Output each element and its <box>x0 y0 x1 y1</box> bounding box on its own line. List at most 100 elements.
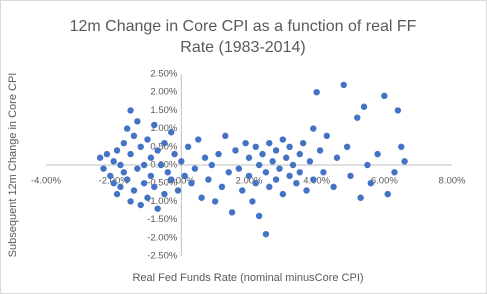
point <box>391 169 398 176</box>
y-tick-label: -1.50% <box>147 214 178 225</box>
point <box>381 92 388 100</box>
point <box>130 132 138 140</box>
point <box>151 121 158 129</box>
point <box>161 190 168 198</box>
point <box>154 205 161 212</box>
point <box>144 194 151 201</box>
point <box>181 172 188 180</box>
point <box>357 194 364 201</box>
point <box>333 154 341 161</box>
point <box>252 180 259 187</box>
point <box>262 169 270 176</box>
point <box>310 125 317 132</box>
point <box>272 176 280 183</box>
point <box>191 165 199 172</box>
point <box>137 143 144 150</box>
chart-title: Rate (1983-2014) <box>180 39 305 56</box>
point <box>127 198 134 205</box>
point <box>107 172 114 180</box>
point <box>215 150 222 158</box>
point <box>245 172 253 180</box>
point <box>117 161 124 169</box>
point <box>303 187 310 194</box>
point <box>313 89 320 96</box>
point <box>174 187 182 194</box>
point <box>272 147 280 154</box>
y-tick-label: 0.50% <box>150 141 177 152</box>
point <box>235 165 243 172</box>
point <box>184 143 192 150</box>
point <box>286 172 293 180</box>
y-tick-label: 1.50% <box>150 105 177 116</box>
point <box>201 154 209 161</box>
y-tick-label: 1.00% <box>150 123 177 134</box>
x-axis-title: Real Fed Funds Rate (nominal minusCore C… <box>132 272 363 284</box>
point <box>113 190 121 198</box>
point <box>157 161 165 169</box>
point <box>367 180 374 187</box>
point <box>154 147 161 154</box>
point <box>167 176 175 183</box>
point <box>144 136 151 143</box>
y-tick-label: -1.00% <box>147 196 178 207</box>
point <box>384 190 391 198</box>
point <box>354 114 361 121</box>
point <box>147 154 155 161</box>
point <box>218 183 226 191</box>
point <box>147 172 155 180</box>
x-tick-label: -4.00% <box>31 176 62 187</box>
point <box>198 194 205 201</box>
x-tick-label: 4.00% <box>303 176 330 187</box>
point <box>279 136 287 143</box>
y-tick-label: -2.00% <box>147 232 178 243</box>
point <box>255 161 263 169</box>
point <box>140 161 148 169</box>
point <box>242 139 249 147</box>
chart-title: 12m Change in Core CPI as a function of … <box>70 18 417 35</box>
point <box>232 147 239 154</box>
point <box>289 161 297 169</box>
point <box>252 143 259 150</box>
point <box>316 147 324 154</box>
x-tick-label: 8.00% <box>439 176 466 187</box>
y-axis-title: Subsequent 12m Change in Core CPI <box>7 73 19 258</box>
point <box>279 190 287 198</box>
point <box>276 165 283 172</box>
point <box>100 165 107 172</box>
point <box>127 150 134 158</box>
point <box>120 169 128 176</box>
point <box>266 139 273 147</box>
point <box>151 183 158 191</box>
x-tick-label: 6.00% <box>371 176 398 187</box>
point <box>286 143 293 150</box>
point <box>188 180 195 187</box>
point <box>130 187 138 194</box>
point <box>239 187 246 194</box>
point <box>137 201 144 209</box>
point <box>134 118 141 125</box>
point <box>364 161 371 169</box>
point <box>117 183 124 191</box>
point <box>259 150 266 158</box>
y-tick-label: 2.50% <box>150 69 177 80</box>
point <box>343 143 351 150</box>
point <box>401 158 408 165</box>
point <box>124 125 131 132</box>
point <box>120 139 128 147</box>
point <box>394 107 402 114</box>
point <box>96 154 104 161</box>
point <box>171 150 178 158</box>
y-tick-label: 2.00% <box>150 87 177 98</box>
point <box>113 147 121 154</box>
point <box>222 132 229 140</box>
point <box>134 165 141 172</box>
y-tick-label: -2.50% <box>147 251 178 262</box>
point <box>347 172 354 180</box>
point <box>266 183 273 191</box>
point <box>124 176 131 183</box>
point <box>323 132 331 140</box>
point <box>205 176 212 183</box>
